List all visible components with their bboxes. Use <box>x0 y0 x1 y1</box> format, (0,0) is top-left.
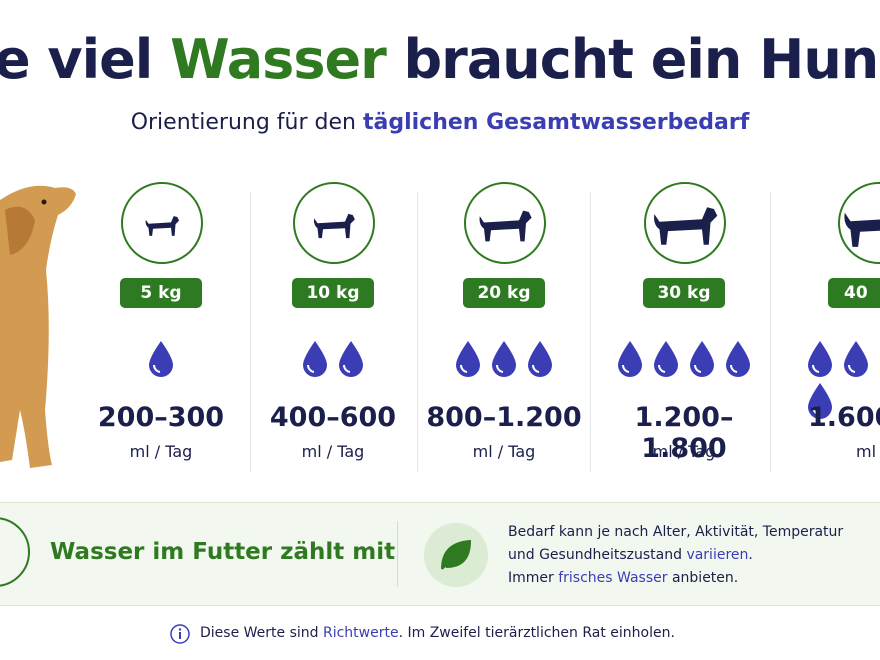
dog-icon <box>464 182 546 264</box>
range-label: 800–1.200 <box>426 402 582 433</box>
unit-label: ml <box>856 442 877 461</box>
range-label: 1.200–1.800 <box>634 402 734 464</box>
info-icon <box>170 624 190 644</box>
divider <box>770 192 771 472</box>
unit-label: ml / Tag <box>472 442 536 461</box>
dog-icon <box>838 182 880 264</box>
range-label: 1.600 <box>808 402 880 433</box>
divider <box>397 521 398 587</box>
panel-heading: Wasser im Futter zählt mit <box>50 539 396 565</box>
bowl-icon <box>0 517 30 587</box>
range-label: 400–600 <box>269 402 397 433</box>
dog-icon <box>121 182 203 264</box>
footer-note: Diese Werte sind Richtwerte. Im Zweifel … <box>200 625 675 641</box>
unit-label: ml / Tag <box>129 442 193 461</box>
weight-label: 10 kg <box>292 278 374 308</box>
drops <box>802 340 880 424</box>
weight-label: 30 kg <box>643 278 725 308</box>
subtitle: Orientierung für den täglichen Gesamtwas… <box>130 110 750 135</box>
weight-column: 20 kg 800–1.200 ml / Tag <box>419 180 589 480</box>
weight-label: 20 kg <box>463 278 545 308</box>
drops <box>76 340 246 382</box>
dog-icon <box>293 182 375 264</box>
dog-photo <box>0 185 76 468</box>
range-label: 200–300 <box>97 402 225 433</box>
info-panel: Wasser im Futter zählt mit Bedarf kann j… <box>0 502 880 606</box>
drops <box>419 340 589 382</box>
divider <box>417 192 418 472</box>
weight-column: 10 kg 400–600 ml / Tag <box>248 180 418 480</box>
drops <box>248 340 418 382</box>
divider <box>590 192 591 472</box>
weight-column: 5 kg 200–300 ml / Tag <box>76 180 246 480</box>
divider <box>250 192 251 472</box>
panel-note: Bedarf kann je nach Alter, Aktivität, Te… <box>508 524 844 586</box>
dog-icon <box>644 182 726 264</box>
weight-column: 40 1.600 ml <box>780 180 880 480</box>
weight-label: 5 kg <box>120 278 202 308</box>
unit-label: ml / Tag <box>301 442 365 461</box>
unit-label: ml / Tag <box>652 442 716 461</box>
drops <box>599 340 769 382</box>
title: e viel Wasser braucht ein Hund <box>0 28 880 91</box>
leaf-icon <box>424 523 488 587</box>
weight-label: 40 <box>828 278 880 308</box>
weight-column: 30 kg 1.200–1.800 ml / Tag <box>599 180 769 480</box>
